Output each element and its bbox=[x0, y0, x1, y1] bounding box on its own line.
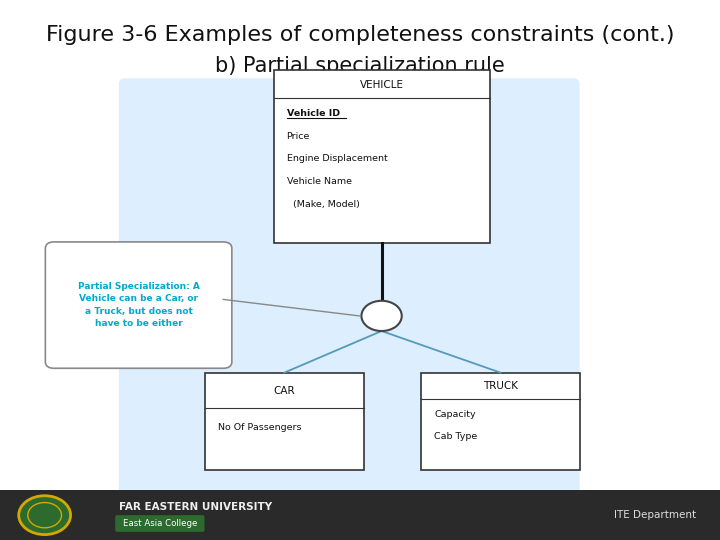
Text: East Asia College: East Asia College bbox=[122, 519, 197, 528]
Text: Cab Type: Cab Type bbox=[434, 432, 477, 441]
Bar bbox=[274, 70, 490, 243]
Text: Engine Displacement: Engine Displacement bbox=[287, 154, 387, 164]
Bar bbox=[0, 490, 720, 540]
Text: (Make, Model): (Make, Model) bbox=[287, 200, 359, 209]
Text: Vehicle Name: Vehicle Name bbox=[287, 177, 351, 186]
Text: Vehicle ID: Vehicle ID bbox=[287, 109, 340, 118]
Text: Figure 3-6 Examples of completeness constraints (cont.): Figure 3-6 Examples of completeness cons… bbox=[46, 25, 674, 45]
Circle shape bbox=[19, 496, 71, 535]
FancyBboxPatch shape bbox=[45, 242, 232, 368]
Text: Partial Specialization: A
Vehicle can be a Car, or
a Truck, but does not
have to: Partial Specialization: A Vehicle can be… bbox=[78, 282, 199, 328]
Bar bbox=[205, 373, 364, 470]
Text: ITE Department: ITE Department bbox=[614, 510, 696, 520]
Text: Price: Price bbox=[287, 132, 310, 141]
FancyBboxPatch shape bbox=[115, 515, 204, 532]
Bar bbox=[421, 373, 580, 470]
FancyBboxPatch shape bbox=[119, 78, 580, 497]
Text: FAR EASTERN UNIVERSITY: FAR EASTERN UNIVERSITY bbox=[119, 502, 272, 511]
Circle shape bbox=[28, 503, 61, 528]
Text: Capacity: Capacity bbox=[434, 410, 476, 418]
Circle shape bbox=[361, 301, 402, 331]
Text: TRUCK: TRUCK bbox=[483, 381, 518, 391]
Text: VEHICLE: VEHICLE bbox=[359, 79, 404, 90]
Text: CAR: CAR bbox=[274, 386, 295, 396]
Text: b) Partial specialization rule: b) Partial specialization rule bbox=[215, 56, 505, 76]
Text: No Of Passengers: No Of Passengers bbox=[218, 423, 302, 432]
